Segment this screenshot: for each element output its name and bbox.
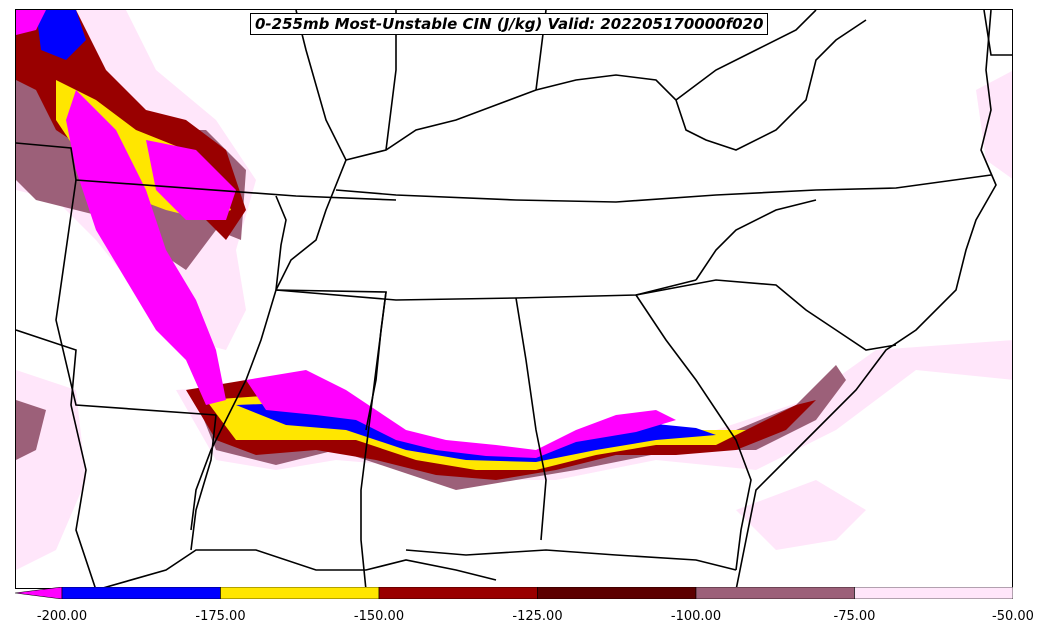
gulf-coast (100, 549, 497, 588)
border-ms-al (360, 291, 387, 588)
border-ga-sc (635, 294, 752, 571)
cin-map (16, 10, 1012, 588)
cin-magenta-belt (246, 370, 676, 458)
colorbar-bin-0 (15, 587, 63, 599)
border-wv-va (675, 10, 817, 101)
border-nc-va (695, 199, 817, 281)
colorbar-bin-5 (695, 587, 855, 599)
colorbar-bin-4 (537, 587, 697, 599)
map-title: 0-255mb Most-Unstable CIN (J/kg) Valid: … (250, 13, 769, 35)
colorbar (15, 587, 1013, 599)
colorbar-tick-label: -175.00 (195, 609, 246, 624)
cin-light-se (736, 480, 866, 550)
colorbar-tick-label: -125.00 (512, 609, 563, 624)
colorbar-bin-2 (220, 587, 380, 599)
cin-magenta-north (146, 140, 236, 220)
ohio-river (345, 19, 867, 161)
state-boundaries (16, 10, 1012, 588)
cin-blue-west (36, 10, 86, 60)
border-tn-south (275, 279, 697, 301)
cin-magenta-west (66, 90, 226, 405)
cin-shading (16, 10, 1012, 570)
border-ne-corner (983, 10, 1012, 56)
border-tx-la (190, 414, 217, 551)
colorbar-tick-label: -50.00 (992, 609, 1034, 624)
border-ga-fl (405, 549, 737, 571)
colorbar-tick-label: -150.00 (353, 609, 405, 624)
border-sc-nc (635, 279, 897, 351)
border-ok-tx (55, 179, 217, 416)
colorbar-bin-1 (61, 587, 221, 599)
cin-mauve-west-lower (16, 400, 46, 460)
map-panel (15, 9, 1013, 589)
border-tx-west (16, 329, 97, 588)
border-al-ga (515, 297, 547, 541)
colorbar-bin-3 (378, 587, 538, 599)
atlantic-coast (735, 10, 997, 588)
mississippi-river (190, 10, 347, 531)
border-mo-ar (275, 195, 287, 291)
cin-magenta-nw (16, 10, 46, 35)
cin-light-ne (976, 71, 1012, 179)
border-tn-ky (335, 174, 992, 203)
colorbar-tick-label: -200.00 (36, 609, 88, 624)
colorbar-bin-6 (854, 587, 1013, 599)
colorbar-tick-label: -100.00 (670, 609, 722, 624)
colorbar-tick-label: -75.00 (833, 609, 876, 624)
